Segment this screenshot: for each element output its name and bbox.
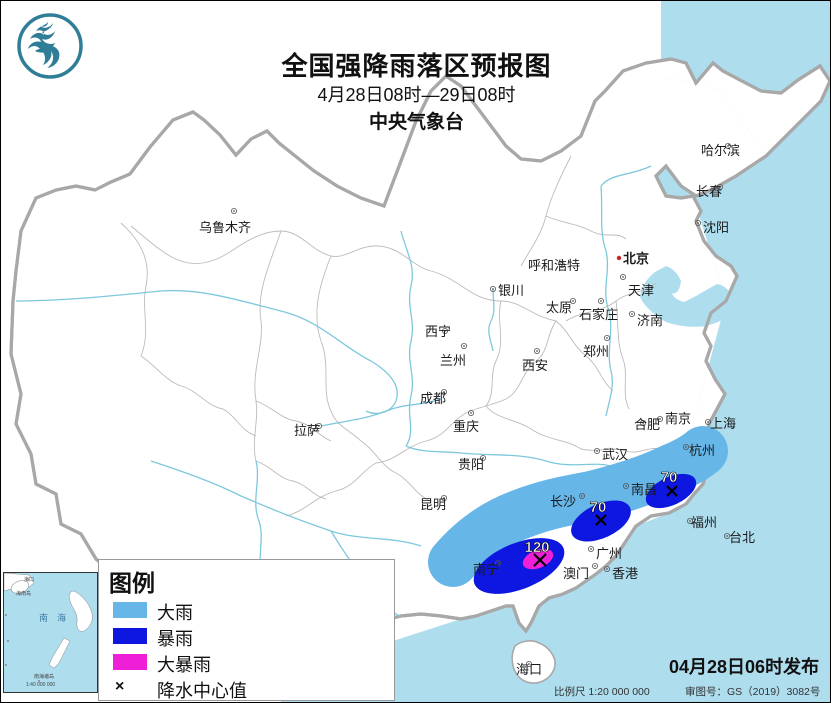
svg-text:海南岛: 海南岛 [16,590,31,597]
svg-text:海口: 海口 [24,576,34,583]
svg-text:1:40 000 000: 1:40 000 000 [26,682,55,688]
svg-text:南海诸岛: 南海诸岛 [34,673,54,680]
svg-text:南 海: 南 海 [39,612,66,623]
